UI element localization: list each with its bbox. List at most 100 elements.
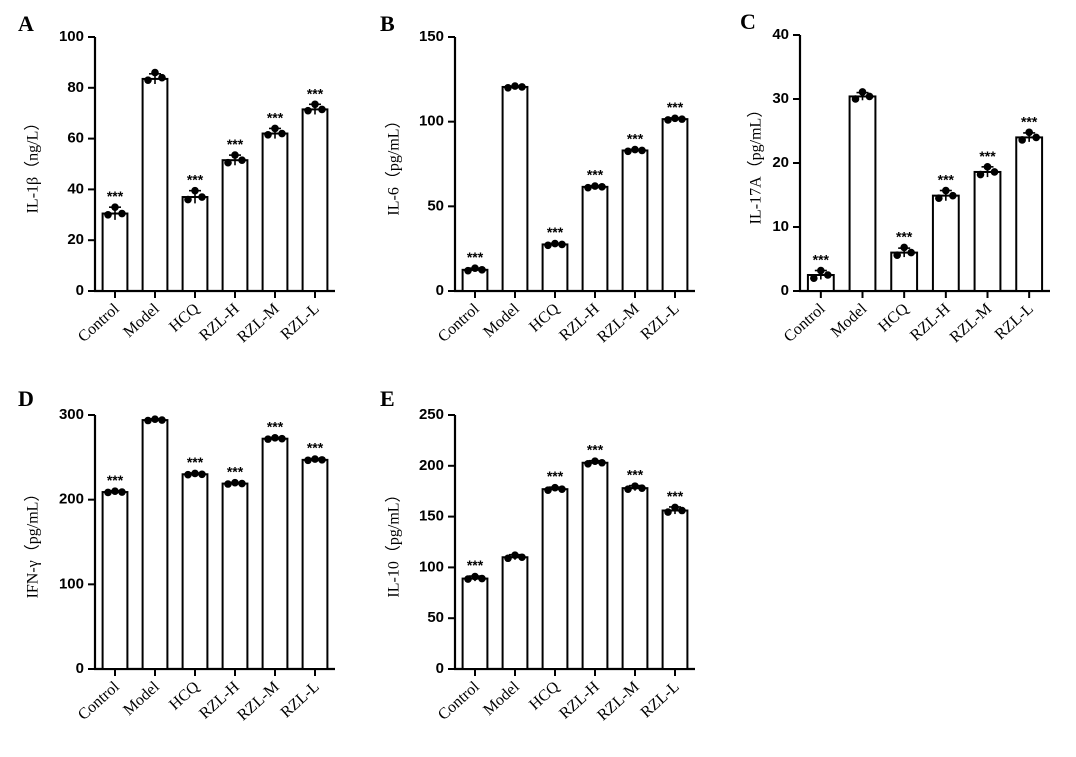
data-point: [551, 239, 559, 248]
y-tick-label: 100: [419, 558, 444, 575]
data-point: [942, 186, 950, 195]
y-tick-label: 0: [781, 282, 789, 299]
y-tick-label: 50: [427, 609, 444, 626]
data-point: [544, 486, 552, 494]
significance-marker: ***: [587, 167, 604, 183]
data-point: [264, 130, 272, 139]
bar-hcq: [541, 243, 569, 292]
data-point: [104, 488, 112, 497]
y-axis-label: IL-10（pg/mL）: [385, 486, 403, 597]
y-tick-label: 200: [59, 491, 84, 508]
data-point: [544, 241, 552, 250]
y-tick-label: 150: [419, 28, 444, 45]
y-tick-label: 200: [419, 457, 444, 474]
data-point: [504, 554, 512, 563]
data-point: [584, 459, 592, 468]
x-tick-label: RZL-H: [196, 678, 243, 722]
x-tick-label: RZL-H: [907, 300, 954, 344]
y-tick-label: 60: [67, 130, 84, 147]
data-point: [278, 434, 286, 443]
data-point: [271, 124, 279, 133]
significance-marker: ***: [667, 488, 684, 504]
data-point: [631, 145, 639, 154]
x-tick-label: RZL-H: [556, 678, 603, 722]
data-point: [551, 483, 559, 492]
y-tick-label: 0: [76, 282, 84, 299]
chart-panel-e: E 0 50 100 150 200 250 IL-10（pg/mL） *** ControlMo…: [380, 386, 695, 724]
data-point: [1025, 128, 1033, 137]
x-tick-label: RZL-M: [234, 678, 282, 724]
y-tick-label: 80: [67, 79, 84, 96]
data-point: [151, 68, 159, 77]
x-tick-label: Control: [435, 678, 483, 724]
data-point: [311, 100, 319, 109]
data-point: [144, 76, 152, 84]
data-point: [184, 470, 192, 479]
bar-model: [848, 95, 877, 292]
data-point: [158, 416, 166, 424]
data-point: [511, 551, 519, 560]
significance-marker: ***: [547, 468, 564, 484]
data-point: [817, 266, 825, 275]
data-point: [591, 457, 599, 466]
data-point: [304, 106, 312, 115]
data-point: [111, 203, 119, 211]
significance-marker: ***: [467, 557, 484, 573]
x-tick-label: Model: [120, 678, 163, 719]
data-point: [318, 456, 326, 464]
significance-marker: ***: [227, 463, 244, 479]
significance-marker: ***: [307, 85, 324, 101]
bar-rzl-h: [221, 482, 249, 670]
data-point: [935, 194, 943, 202]
panel-letter: D: [18, 386, 34, 411]
data-point: [624, 485, 632, 493]
y-tick-label: 100: [419, 113, 444, 130]
y-axis-label: IL-1β（ng/L）: [24, 115, 42, 214]
data-point: [810, 274, 818, 283]
data-point: [191, 469, 199, 478]
data-point: [858, 88, 867, 96]
data-point: [558, 240, 566, 249]
x-tick-label: RZL-L: [638, 300, 683, 343]
bar-hcq: [541, 488, 569, 670]
y-tick-label: 250: [419, 406, 444, 423]
x-tick-label: RZL-L: [992, 300, 1037, 343]
data-point: [598, 458, 606, 467]
bar-rzl-m: [621, 149, 649, 292]
significance-marker: ***: [187, 454, 204, 470]
data-point: [264, 435, 272, 443]
y-tick-label: 150: [419, 508, 444, 525]
y-tick-label: 40: [67, 180, 84, 197]
data-point: [238, 479, 246, 488]
data-point: [111, 487, 119, 496]
data-point: [471, 572, 479, 581]
data-point: [278, 129, 286, 138]
x-tick-label: Model: [828, 300, 871, 341]
data-point: [591, 182, 599, 190]
x-tick-label: RZL-H: [196, 300, 243, 344]
bar-rzl-m: [973, 170, 1002, 293]
significance-marker: ***: [467, 249, 484, 265]
data-point: [949, 191, 957, 200]
data-point: [893, 251, 901, 259]
data-point: [311, 455, 319, 463]
data-point: [598, 183, 606, 191]
chart-panel-b: B050100150IL-6（pg/mL）***ControlModel***H…: [380, 11, 695, 346]
panel-letter: E: [380, 386, 395, 411]
data-point: [664, 508, 672, 516]
x-tick-label: Control: [781, 300, 829, 346]
bar-rzl-h: [931, 194, 960, 292]
bar-model: [501, 85, 529, 292]
x-tick-label: RZL-M: [234, 300, 282, 346]
x-tick-label: Model: [120, 300, 163, 341]
data-point: [638, 484, 646, 492]
data-point: [851, 95, 860, 103]
significance-marker: ***: [307, 440, 324, 456]
data-point: [118, 488, 126, 496]
data-point: [624, 147, 632, 156]
y-tick-label: 20: [772, 154, 789, 171]
x-tick-label: Model: [480, 678, 523, 719]
